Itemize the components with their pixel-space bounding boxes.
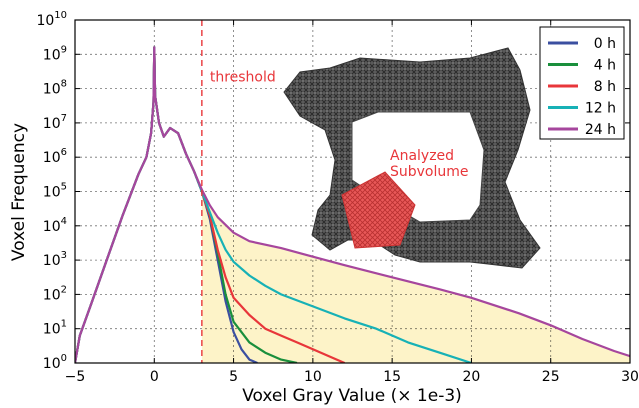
x-tick-label: −5	[65, 369, 86, 385]
y-tick-label: 103	[43, 250, 67, 269]
shaded-region	[201, 189, 630, 363]
y-tick-label: 108	[43, 79, 67, 98]
x-tick-label: 15	[383, 369, 401, 385]
y-tick-label: 107	[43, 113, 67, 132]
threshold-label: threshold	[210, 70, 276, 86]
y-axis-label: Voxel Frequency	[9, 123, 29, 261]
y-tick-label: 102	[43, 284, 67, 303]
x-tick-label: 25	[542, 369, 560, 385]
analyzed-subvolume-region	[341, 171, 416, 249]
legend-box	[539, 26, 625, 140]
legend-entry: 0 h	[594, 36, 616, 52]
x-axis-label: Voxel Gray Value (× 1e-3)	[242, 386, 462, 406]
x-tick-label: 30	[621, 369, 639, 385]
y-tick-label: 1010	[36, 10, 67, 29]
y-tick-label: 104	[43, 216, 67, 235]
y-tick-label: 101	[43, 319, 67, 338]
legend-entry: 24 h	[585, 122, 616, 138]
x-tick-label: 0	[150, 369, 159, 385]
legend-entry: 4 h	[594, 58, 616, 74]
y-tick-label: 109	[43, 44, 67, 63]
y-axis-ticks: 100 101 102 103 104 105 106 107 108 109 1010	[36, 10, 630, 372]
series-line-0h	[75, 46, 258, 363]
subvolume-inset: Analyzed Subvolume	[283, 47, 541, 269]
y-tick-label: 106	[43, 147, 67, 166]
x-tick-label: 10	[304, 369, 322, 385]
y-tick-label: 100	[43, 353, 67, 372]
inset-label-line2: Subvolume	[390, 164, 469, 180]
series-group	[75, 46, 630, 363]
series-line-24h	[75, 46, 630, 363]
x-axis-ticks: −5 0 5 10 15 20 25 30	[65, 20, 639, 385]
legend-entry: 8 h	[594, 79, 616, 95]
y-tick-label: 105	[43, 182, 67, 201]
x-tick-label: 20	[463, 369, 481, 385]
x-tick-label: 5	[229, 369, 238, 385]
legend-entry: 12 h	[585, 101, 616, 117]
legend: 0 h 4 h 8 h 12 h 24 h	[539, 26, 625, 140]
inset-label-line1: Analyzed	[390, 148, 454, 164]
